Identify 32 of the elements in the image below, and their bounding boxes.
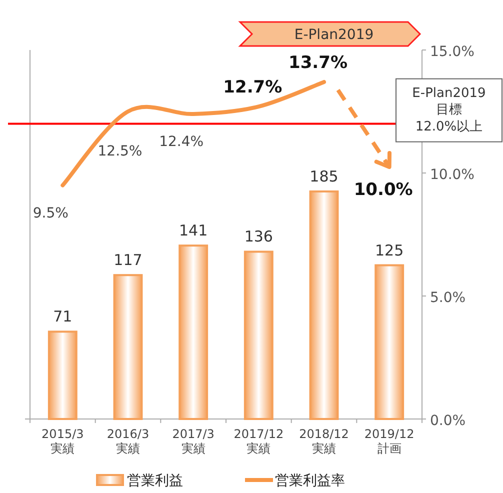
bar <box>309 190 339 420</box>
data-label: 125 <box>375 241 404 260</box>
data-label: 12.7% <box>223 78 282 98</box>
y2-tick-label: 10.0% <box>430 167 474 183</box>
bar <box>113 274 143 420</box>
data-label: 12.5% <box>98 144 142 160</box>
data-label: 141 <box>179 222 208 240</box>
y2-tick-label: 15.0% <box>430 44 474 60</box>
bar <box>48 330 78 420</box>
data-label: 9.5% <box>32 205 68 222</box>
y2-tick-label: 5.0% <box>430 290 466 306</box>
legend-label: 営業利益 <box>127 473 183 489</box>
data-label: 13.7% <box>288 52 348 73</box>
bar <box>244 250 274 420</box>
data-label: 12.4% <box>159 134 204 150</box>
x-tick-label: 2017/12 実績 <box>234 427 284 456</box>
x-tick-label: 2019/12 計画 <box>364 427 414 456</box>
x-tick-label: 2015/3 実績 <box>42 427 84 456</box>
data-label: 185 <box>310 167 338 186</box>
y2-tick-label: 0.0% <box>430 413 466 429</box>
data-label: 71 <box>53 308 72 326</box>
bar <box>374 264 404 420</box>
annotation: 10.0% <box>354 180 413 200</box>
x-tick-label: 2016/3 実績 <box>106 427 150 456</box>
bar <box>178 244 208 420</box>
x-tick-label: 2018/12 実績 <box>299 427 349 456</box>
ref-line-label: E-Plan2019 目標 12.0%以上 <box>412 86 486 135</box>
data-label: 117 <box>114 251 142 270</box>
x-tick-label: 2017/3 実績 <box>172 427 214 456</box>
legend-label: 営業利益率 <box>275 473 345 489</box>
data-label: 136 <box>244 228 273 246</box>
text: E-Plan2019 <box>294 27 374 43</box>
